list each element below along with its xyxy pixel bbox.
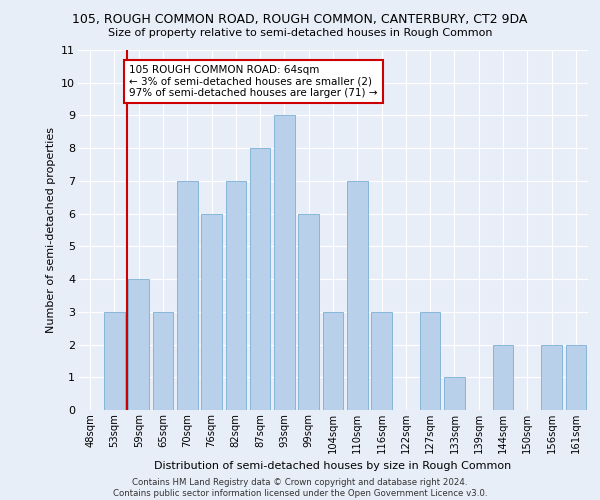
Bar	[177, 181, 197, 410]
Text: 105 ROUGH COMMON ROAD: 64sqm
← 3% of semi-detached houses are smaller (2)
97% of: 105 ROUGH COMMON ROAD: 64sqm ← 3% of sem…	[129, 64, 377, 98]
Bar	[128, 279, 149, 410]
Y-axis label: Number of semi-detached properties: Number of semi-detached properties	[46, 127, 56, 333]
Text: 105, ROUGH COMMON ROAD, ROUGH COMMON, CANTERBURY, CT2 9DA: 105, ROUGH COMMON ROAD, ROUGH COMMON, CA…	[73, 12, 527, 26]
Text: Contains HM Land Registry data © Crown copyright and database right 2024.
Contai: Contains HM Land Registry data © Crown c…	[113, 478, 487, 498]
Bar	[566, 344, 586, 410]
X-axis label: Distribution of semi-detached houses by size in Rough Common: Distribution of semi-detached houses by …	[154, 462, 512, 471]
Text: Size of property relative to semi-detached houses in Rough Common: Size of property relative to semi-detach…	[108, 28, 492, 38]
Bar	[371, 312, 392, 410]
Bar	[323, 312, 343, 410]
Bar	[541, 344, 562, 410]
Bar	[444, 378, 465, 410]
Bar	[493, 344, 514, 410]
Bar	[298, 214, 319, 410]
Bar	[347, 181, 368, 410]
Bar	[104, 312, 125, 410]
Bar	[274, 116, 295, 410]
Bar	[420, 312, 440, 410]
Bar	[201, 214, 222, 410]
Bar	[226, 181, 246, 410]
Bar	[152, 312, 173, 410]
Bar	[250, 148, 271, 410]
